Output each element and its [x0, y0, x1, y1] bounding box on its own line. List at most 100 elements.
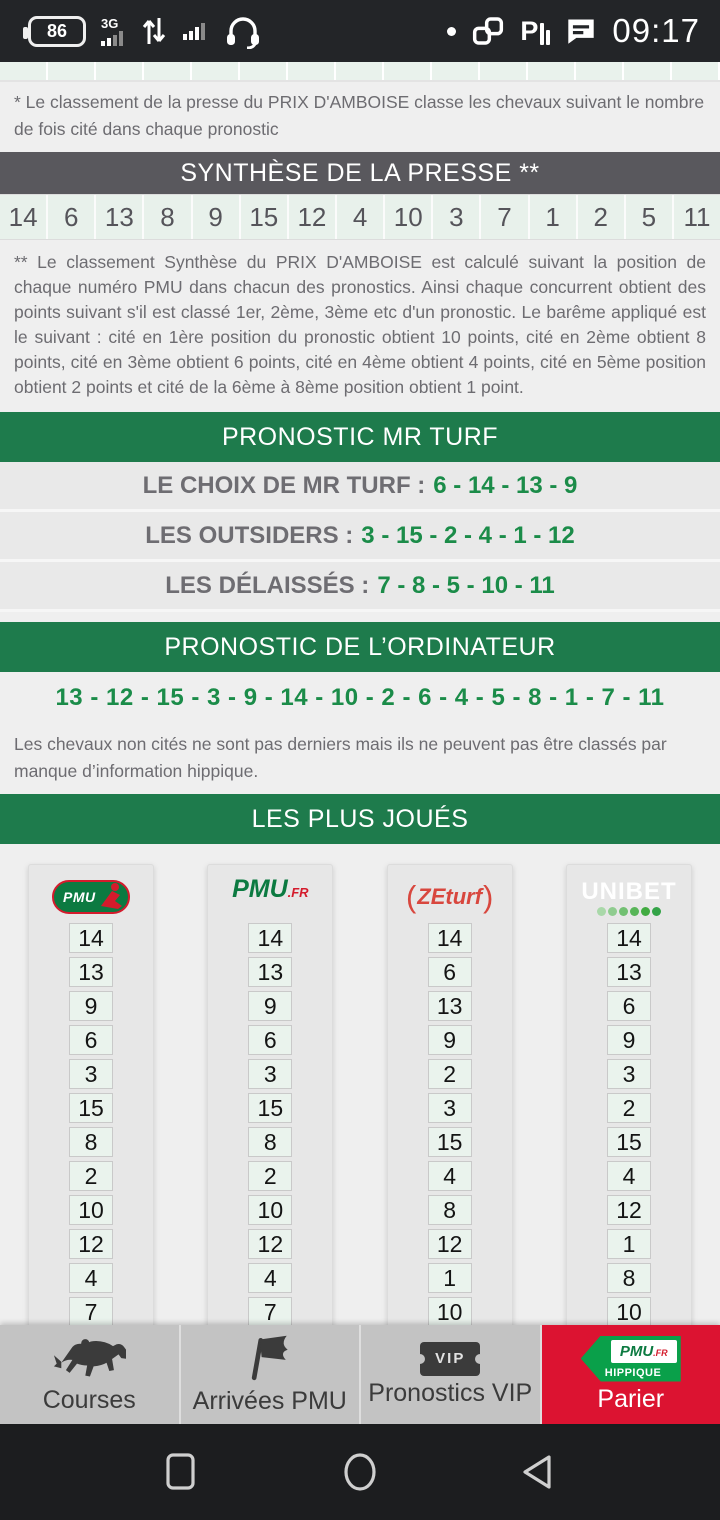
number-cell: 10 — [69, 1195, 113, 1225]
nav-item-parier[interactable]: PMU .FR HIPPIQUE Parier — [541, 1325, 720, 1424]
nav-label-arrivees: Arrivées PMU — [192, 1386, 347, 1415]
number-cell: 13 — [69, 957, 113, 987]
bookmaker-card-pmu[interactable]: PMU 141396315821012475 — [28, 864, 154, 1325]
clock: 09:17 — [612, 12, 700, 49]
nav-item-pronostics-vip[interactable]: VIP Pronostics VIP — [361, 1325, 542, 1424]
home-button[interactable] — [338, 1450, 382, 1494]
back-button[interactable] — [518, 1450, 562, 1494]
number-cell: 14 — [427, 923, 472, 953]
number-cell: 6 — [606, 991, 651, 1021]
number-cell: 2 — [427, 1059, 472, 1089]
number-cell: 12 — [248, 1229, 293, 1259]
recents-square-icon — [166, 1453, 195, 1490]
number-cell: 3 — [427, 1093, 472, 1123]
back-triangle-icon — [523, 1455, 551, 1489]
synthese-number-cell: 5 — [625, 195, 674, 239]
number-cell: 3 — [248, 1059, 293, 1089]
bookmaker-card-zeturf[interactable]: ( ZEturf ) 146139231548121107 — [386, 864, 513, 1325]
synthese-number-cell: 7 — [481, 195, 530, 239]
network-indicator: 3G — [101, 17, 125, 46]
number-cell: 15 — [606, 1127, 651, 1157]
number-cell: 1 — [606, 1229, 651, 1259]
outsiders-value: 3 - 15 - 2 - 4 - 1 - 12 — [361, 521, 575, 549]
bookmaker-cards: PMU 141396315821012475 PMU .FR 141396315… — [0, 844, 720, 1325]
pmu-numbers: 141396315821012475 — [69, 923, 113, 1325]
number-cell: 4 — [606, 1161, 651, 1191]
nav-label-courses: Courses — [42, 1385, 136, 1414]
synthese-number-cell: 9 — [192, 195, 241, 239]
number-cell: 13 — [248, 957, 293, 987]
number-cell: 9 — [606, 1025, 651, 1055]
synthese-number-cell: 12 — [288, 195, 337, 239]
unibet-numbers: 141369321541218107 — [606, 923, 651, 1325]
link-apps-icon — [473, 17, 504, 45]
bookmaker-card-pmufr[interactable]: PMU .FR 141396315821012475 — [207, 864, 334, 1325]
number-cell: 14 — [69, 923, 113, 953]
number-cell: 4 — [69, 1263, 113, 1293]
number-cell: 8 — [606, 1263, 651, 1293]
pmu-pill-icon: PMU — [52, 880, 130, 914]
synthese-note: ** Le classement Synthèse du PRIX D'AMBO… — [0, 240, 720, 412]
number-cell: 14 — [606, 923, 651, 953]
plus-joues-title: LES PLUS JOUÉS — [251, 804, 469, 833]
nav-item-arrivees[interactable]: Arrivées PMU — [180, 1325, 361, 1424]
flag-icon — [251, 1335, 288, 1380]
pmu-hippique-badge-icon: PMU .FR HIPPIQUE — [580, 1335, 681, 1382]
number-cell: 10 — [248, 1195, 293, 1225]
number-cell: 14 — [248, 923, 293, 953]
number-cell: 8 — [69, 1127, 113, 1157]
number-cell: 3 — [69, 1059, 113, 1089]
synthese-number-cell: 14 — [0, 195, 49, 239]
section-gap — [0, 612, 720, 622]
delaisses-value: 7 - 8 - 5 - 10 - 11 — [377, 571, 555, 599]
bottom-nav: Courses Arrivées PMU VIP Pronostics VIP … — [0, 1325, 720, 1424]
choice-label: LE CHOIX DE MR TURF : — [142, 471, 426, 499]
ordinateur-title: PRONOSTIC DE L’ORDINATEUR — [164, 632, 556, 661]
bookmaker-card-unibet[interactable]: UNIBET 141369321541218107 — [565, 864, 692, 1325]
zeturf-numbers: 146139231548121107 — [427, 923, 472, 1325]
pmufr-numbers: 141396315821012475 — [248, 923, 293, 1325]
synthese-number-cell: 15 — [240, 195, 289, 239]
synthese-number-cell: 8 — [144, 195, 193, 239]
number-cell: 15 — [69, 1093, 113, 1123]
ordinateur-header: PRONOSTIC DE L’ORDINATEUR — [0, 622, 720, 672]
synthese-header: SYNTHÈSE DE LA PRESSE ** — [0, 152, 720, 194]
delaisses-row: LES DÉLAISSÉS : 7 - 8 - 5 - 10 - 11 — [0, 562, 720, 612]
synthese-number-cell: 11 — [673, 195, 720, 239]
outsiders-label: LES OUTSIDERS : — [145, 521, 354, 549]
zeturf-logo: ( ZEturf ) — [405, 879, 494, 914]
number-cell: 9 — [248, 991, 293, 1021]
jockey-icon — [101, 883, 122, 909]
network-type-label: 3G — [101, 15, 119, 31]
unibet-dots-icon — [596, 907, 661, 916]
vip-ticket-icon: VIP — [415, 1341, 486, 1376]
number-cell: 12 — [606, 1195, 651, 1225]
press-note: * Le classement de la presse du PRIX D'A… — [0, 82, 720, 152]
mrturf-header: PRONOSTIC MR TURF — [0, 412, 720, 462]
number-cell: 9 — [427, 1025, 472, 1055]
number-cell: 13 — [427, 991, 472, 1021]
battery-level: 86 — [46, 20, 68, 41]
mrturf-title: PRONOSTIC MR TURF — [221, 422, 499, 451]
number-cell: 10 — [606, 1297, 651, 1325]
mrturf-choice-row: LE CHOIX DE MR TURF : 6 - 14 - 13 - 9 — [0, 462, 720, 512]
number-cell: 2 — [606, 1093, 651, 1123]
press-table-bottom-strip — [0, 62, 720, 82]
synthese-number-cell: 4 — [336, 195, 386, 239]
synthese-number-cell: 3 — [433, 195, 482, 239]
number-cell: 12 — [69, 1229, 113, 1259]
nav-label-parier: Parier — [597, 1384, 665, 1413]
nav-item-courses[interactable]: Courses — [0, 1325, 181, 1424]
number-cell: 8 — [427, 1195, 472, 1225]
number-cell: 13 — [606, 957, 651, 987]
recents-button[interactable] — [158, 1450, 202, 1494]
pmu-logo: PMU — [52, 875, 130, 919]
home-circle-icon — [344, 1453, 376, 1491]
synthese-number-cell: 13 — [96, 195, 145, 239]
outsiders-row: LES OUTSIDERS : 3 - 15 - 2 - 4 - 1 - 12 — [0, 512, 720, 562]
synthese-number-cell: 6 — [48, 195, 97, 239]
pmufr-logo: PMU .FR — [232, 875, 309, 903]
number-cell: 4 — [248, 1263, 293, 1293]
number-cell: 6 — [427, 957, 472, 987]
horse-racing-icon — [54, 1338, 127, 1377]
